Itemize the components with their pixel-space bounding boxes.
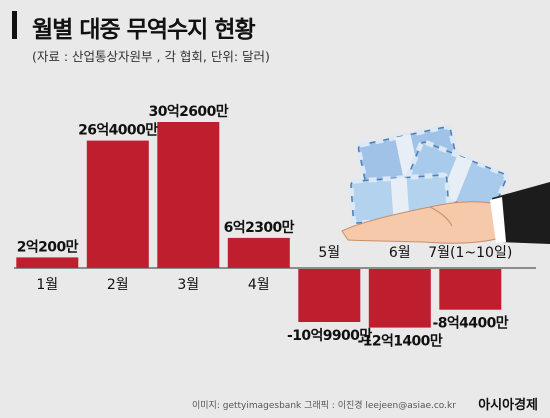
data-label: 26억4000만 (78, 123, 158, 139)
data-label: -12억1400만 (357, 334, 442, 350)
data-label: -10억9900만 (287, 328, 372, 344)
footer-credit: 이미지: gettyimagesbank 그래픽 : 이진경 leejeen@a… (192, 401, 456, 411)
bar-4 (227, 237, 290, 268)
chart-subtitle: (자료 : 산업통상자원부 , 각 협회, 단위: 달러) (32, 49, 270, 64)
data-label: 30억2600만 (149, 104, 229, 120)
chart-title: 월별 대중 무역수지 현황 (32, 17, 256, 43)
title-accent-bar (12, 11, 17, 39)
bar-2 (86, 140, 149, 268)
bar-7 (439, 269, 502, 310)
bar-3 (157, 122, 220, 268)
publisher-logo: 아시아경제 (478, 398, 538, 413)
category-label: 2월 (107, 277, 129, 293)
bar-1 (16, 257, 79, 268)
category-label: 3월 (177, 277, 199, 293)
category-label: 7월(1~10일) (428, 245, 512, 261)
bar-6 (368, 269, 431, 328)
category-label: 4월 (248, 277, 270, 293)
hand-holding-money-icon (341, 124, 550, 244)
data-label: -8억4400만 (433, 316, 509, 332)
bar-5 (298, 269, 361, 322)
data-label: 6억2300만 (224, 220, 295, 236)
category-label: 1월 (36, 277, 58, 293)
data-label: 2억200만 (17, 239, 79, 255)
category-label: 5월 (318, 245, 340, 261)
category-label: 6월 (389, 245, 411, 261)
